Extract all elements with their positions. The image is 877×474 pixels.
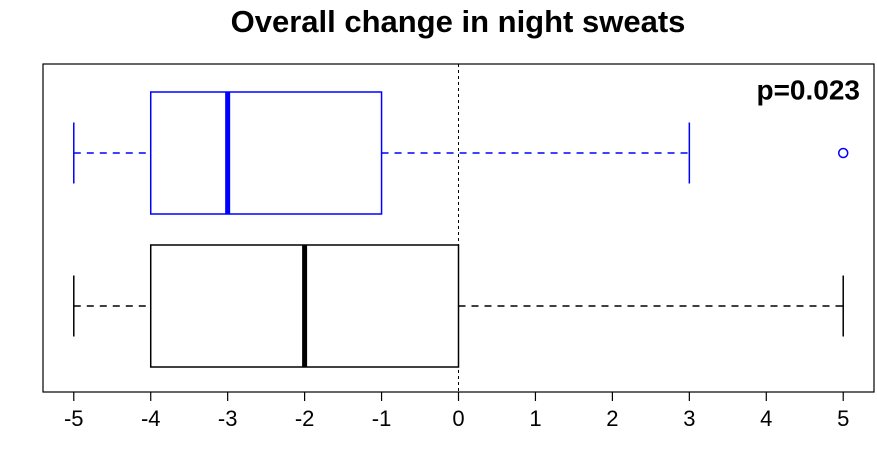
x-tick-label: 5 <box>837 406 849 431</box>
annotation: p=0.023 <box>756 74 860 105</box>
x-tick-label: -3 <box>218 406 238 431</box>
x-tick-label: 0 <box>452 406 464 431</box>
chart-title: Overall change in night sweats <box>231 4 686 39</box>
x-tick-label: -2 <box>295 406 315 431</box>
x-tick-label: 3 <box>683 406 695 431</box>
x-tick-label: -4 <box>141 406 161 431</box>
x-tick-label: -5 <box>64 406 84 431</box>
x-tick-label: 2 <box>606 406 618 431</box>
x-tick-label: 4 <box>760 406 772 431</box>
box <box>149 91 383 215</box>
x-tick-label: -1 <box>372 406 392 431</box>
x-tick-label: 1 <box>529 406 541 431</box>
outlier <box>837 147 849 159</box>
